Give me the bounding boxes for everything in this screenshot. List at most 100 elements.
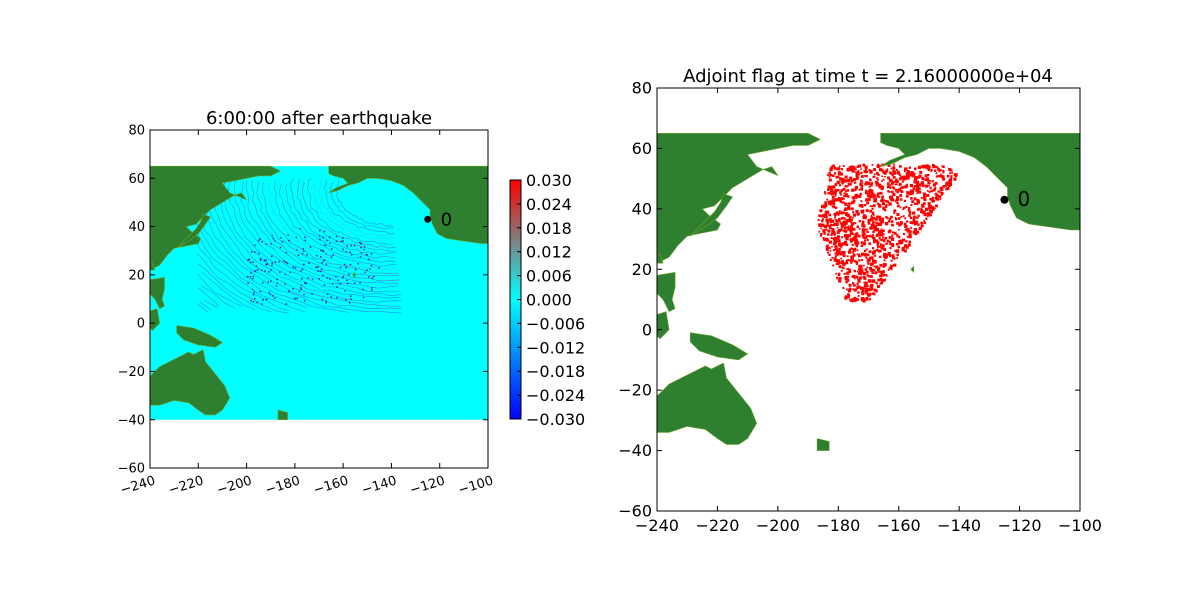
adjoint-flag-cell [846, 234, 849, 237]
adjoint-flag-cell [827, 192, 830, 195]
adjoint-flag-cell [888, 236, 892, 239]
adjoint-flag-cell [845, 212, 848, 215]
adjoint-flag-cell [883, 252, 887, 257]
adjoint-flag-cell [878, 233, 882, 237]
adjoint-flag-cell [899, 183, 901, 186]
adjoint-flag-cell [898, 223, 902, 227]
adjoint-flag-cell [931, 180, 934, 183]
adjoint-flag-cell [840, 242, 844, 246]
adjoint-flag-cell [915, 220, 919, 224]
adjoint-flag-cell [828, 246, 831, 249]
land-japan [689, 193, 733, 237]
adjoint-flag-cell [901, 186, 905, 189]
wave-speck [274, 261, 277, 263]
land-philippines [150, 276, 165, 310]
adjoint-flag-cell [870, 182, 874, 185]
adjoint-flag-cell [876, 172, 879, 175]
wave-speck [315, 254, 318, 257]
adjoint-flag-cell [950, 175, 953, 178]
adjoint-flag-cell [860, 244, 864, 248]
adjoint-flag-cell [855, 209, 859, 214]
adjoint-flag-cell [901, 189, 903, 192]
adjoint-flag-cell [865, 168, 868, 171]
adjoint-flag-cell [912, 211, 916, 215]
adjoint-flag-cell [934, 169, 937, 172]
wave-speck [262, 299, 264, 301]
adjoint-flag-cell [954, 175, 957, 178]
adjoint-flag-cell [848, 218, 852, 223]
adjoint-flag-cell [907, 191, 911, 195]
wave-speck [263, 259, 266, 262]
wave-speck [345, 266, 347, 269]
adjoint-flag-cell [901, 247, 904, 250]
adjoint-flag-cell [849, 183, 852, 186]
adjoint-flag-cell [862, 232, 866, 235]
adjoint-flag-cell [819, 234, 822, 237]
wave-speck [303, 300, 306, 302]
adjoint-flag-cell [896, 190, 899, 194]
adjoint-flag-cell [908, 210, 911, 213]
wave-speck [366, 253, 368, 256]
adjoint-flag-cell [876, 193, 879, 196]
adjoint-flag-cell [862, 242, 866, 246]
adjoint-flag-cell [827, 200, 830, 204]
adjoint-flag-cell [914, 232, 918, 236]
wave-speck [336, 286, 338, 288]
adjoint-flag-cell [830, 165, 833, 168]
adjoint-flag-cell [832, 174, 835, 177]
adjoint-flag-cell [927, 181, 930, 185]
adjoint-flag-cell [905, 178, 908, 181]
wave-speck [299, 227, 301, 230]
adjoint-flag-cell [942, 169, 945, 173]
adjoint-flag-cell [931, 190, 934, 193]
wave-speck [260, 269, 263, 272]
adjoint-flag-cell [858, 255, 861, 258]
adjoint-flag-cell [822, 229, 826, 233]
adjoint-flag-cell [871, 269, 875, 273]
adjoint-flag-cell [877, 244, 879, 246]
adjoint-flag-cell [884, 253, 889, 257]
adjoint-flag-cell [845, 261, 849, 265]
adjoint-flag-cell [938, 174, 941, 178]
adjoint-flag-cell [860, 286, 864, 290]
adjoint-flag-cell [888, 202, 892, 206]
adjoint-flag-cell [851, 222, 855, 225]
wave-speck [301, 253, 304, 255]
adjoint-flag-cell [869, 267, 873, 271]
adjoint-flag-cell [918, 174, 922, 178]
wave-speck [348, 273, 350, 276]
wave-speck [330, 256, 333, 258]
wave-speck [335, 240, 338, 242]
adjoint-flag-cell [935, 166, 938, 168]
adjoint-flag-cell [894, 216, 897, 219]
adjoint-flag-cell [860, 204, 864, 208]
adjoint-flag-cell [899, 177, 902, 181]
wave-speck [371, 277, 373, 279]
adjoint-flag-cell [905, 246, 909, 249]
adjoint-flag-cell [884, 222, 889, 226]
adjoint-flag-cell [895, 179, 898, 182]
wave-speck [287, 234, 289, 237]
x-tick-label: −100 [457, 473, 496, 498]
adjoint-flag-cell [858, 220, 862, 223]
wave-speck [304, 236, 306, 239]
wave-speck [319, 238, 321, 241]
adjoint-flag-cell [836, 253, 840, 256]
adjoint-flag-cell [903, 175, 907, 179]
adjoint-flag-cell [829, 188, 833, 192]
adjoint-flag-cell [906, 192, 908, 195]
adjoint-flag-cell [883, 254, 887, 259]
adjoint-flag-cell [846, 288, 848, 291]
adjoint-flag-cell [888, 242, 892, 245]
adjoint-flag-cell [894, 200, 897, 203]
adjoint-flag-cell [870, 170, 873, 173]
adjoint-flag-cell [829, 185, 834, 189]
adjoint-flag-cell [851, 200, 855, 205]
adjoint-flag-cell [883, 240, 885, 243]
wave-front-line [198, 287, 220, 307]
adjoint-flag-cell [881, 238, 884, 241]
adjoint-flag-cell [891, 190, 894, 194]
adjoint-flag-cell [854, 188, 857, 192]
adjoint-flag-cell [852, 227, 856, 231]
adjoint-flag-cell [823, 205, 827, 209]
